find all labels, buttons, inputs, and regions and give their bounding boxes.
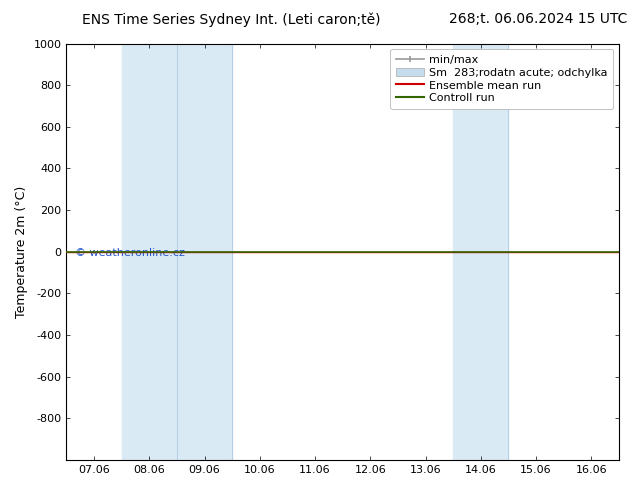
Y-axis label: Temperature 2m (°C): Temperature 2m (°C) bbox=[15, 186, 28, 318]
Text: ENS Time Series Sydney Int. (Leti caron;tě): ENS Time Series Sydney Int. (Leti caron;… bbox=[82, 12, 381, 27]
Legend: min/max, Sm  283;rodatn acute; odchylka, Ensemble mean run, Controll run: min/max, Sm 283;rodatn acute; odchylka, … bbox=[391, 49, 614, 109]
Bar bbox=[453, 44, 508, 460]
Text: © weatheronline.cz: © weatheronline.cz bbox=[75, 247, 184, 258]
Bar bbox=[122, 44, 232, 460]
Text: 268;t. 06.06.2024 15 UTC: 268;t. 06.06.2024 15 UTC bbox=[450, 12, 628, 26]
